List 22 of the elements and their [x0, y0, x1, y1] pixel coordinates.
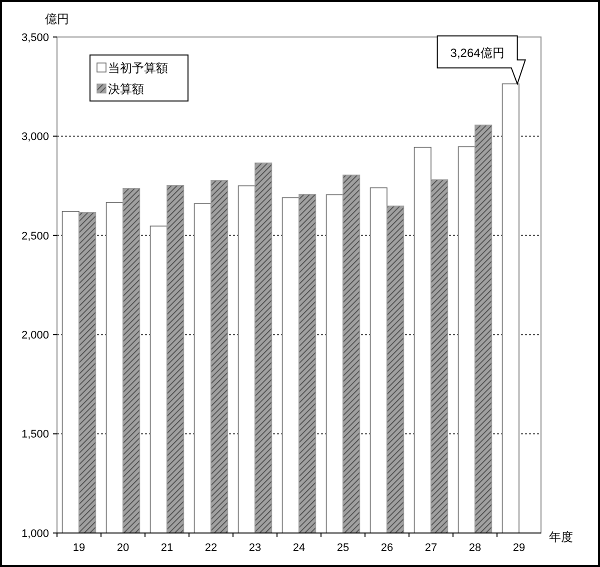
- x-tick-label: 23: [248, 542, 262, 554]
- x-tick-label: 20: [116, 542, 130, 554]
- y-tick-label: 2,500: [21, 230, 49, 242]
- x-tick-label: 26: [380, 542, 394, 554]
- y-tick-label: 3,000: [21, 131, 49, 144]
- x-tick-label: 27: [424, 542, 438, 554]
- x-tick-label: 19: [72, 542, 86, 554]
- legend-label: 当初予算額: [108, 61, 168, 75]
- y-tick-label: 1,500: [21, 428, 49, 441]
- x-tick-label: 21: [160, 542, 174, 554]
- y-axis-title: 億円: [45, 12, 69, 26]
- legend-label: 決算額: [108, 82, 144, 96]
- x-tick-label: 28: [468, 542, 482, 554]
- x-tick-label: 25: [336, 542, 350, 554]
- annotation: 3,264億円: [450, 46, 504, 60]
- y-tick-label: 1,000: [21, 528, 49, 540]
- x-tick-label: 29: [512, 542, 526, 554]
- y-tick-label: 3,500: [21, 32, 49, 44]
- y-tick-label: 2,000: [21, 329, 49, 342]
- x-axis-title: 年度: [549, 530, 573, 544]
- x-tick-label: 22: [204, 542, 218, 554]
- x-tick-label: 24: [292, 542, 306, 554]
